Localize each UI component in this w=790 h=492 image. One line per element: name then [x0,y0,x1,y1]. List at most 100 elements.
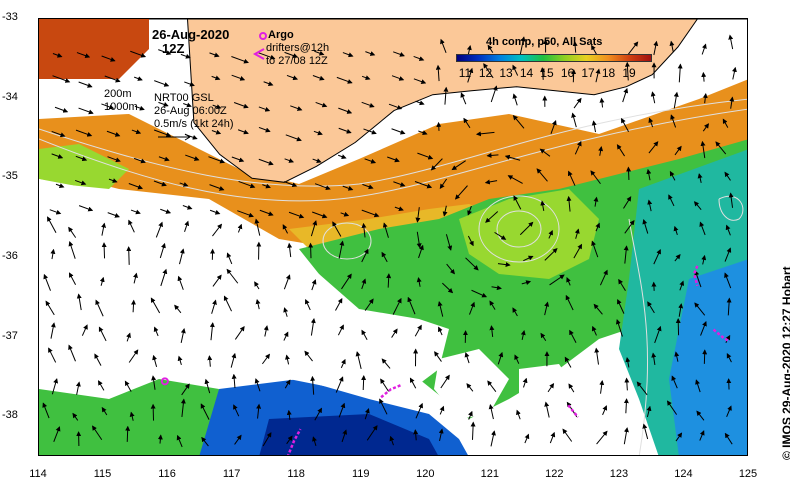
current-arrow [675,432,683,442]
current-arrow [549,431,556,444]
current-arrow [571,112,577,128]
colorbar-title: 4h comp, p50, All Sats [486,36,603,48]
current-arrow [519,221,534,236]
current-arrow [200,403,210,420]
current-arrow [282,224,288,234]
current-arrow [174,304,182,314]
current-arrow [678,303,684,317]
current-arrow [361,209,380,218]
current-arrow [438,428,444,442]
current-arrow [45,300,55,316]
current-arrow [363,128,377,135]
current-arrow [254,378,261,392]
current-arrow [101,406,108,416]
current-arrow [463,117,471,129]
current-arrow [107,156,121,163]
current-arrow [438,326,443,336]
current-arrow [646,405,652,418]
current-arrow [701,43,707,55]
current-arrow [550,119,557,134]
current-arrow [361,222,367,238]
current-arrow [724,272,732,289]
current-arrow [595,222,600,232]
current-arrow [124,380,132,392]
current-arrow [211,75,221,81]
colorbar-tick-label: 13 [499,66,513,80]
current-arrow [388,103,403,110]
current-arrow [599,379,605,394]
current-arrow [177,275,184,290]
current-arrow [43,273,51,291]
current-arrow [623,196,632,209]
current-arrow [536,168,548,182]
current-arrow [379,398,388,415]
y-tick-label: -33 [2,11,18,23]
current-arrow [591,325,597,336]
y-tick-label: -38 [2,409,18,422]
current-arrow [128,349,139,363]
current-arrow [231,156,245,163]
current-arrow [180,398,186,418]
current-arrow [286,74,299,81]
contour-200-label: 200m [104,88,132,100]
current-arrow [340,358,346,369]
current-arrow [599,269,608,286]
current-arrow [591,44,598,56]
current-arrow [78,81,93,88]
current-arrow [314,183,331,191]
current-arrow [435,64,441,82]
current-arrow [209,322,215,341]
current-arrow [415,207,421,223]
current-arrow [520,329,526,340]
current-arrow [602,405,608,416]
current-arrow [335,297,343,311]
current-arrow [595,68,601,83]
current-arrow [153,326,159,337]
current-arrow [445,234,453,251]
current-arrow [290,105,303,111]
current-arrow [674,351,680,362]
current-arrow [562,428,573,442]
current-arrow [51,378,59,395]
current-arrow [361,375,367,391]
current-arrow [653,40,659,56]
current-arrow [490,85,498,103]
current-arrow [489,300,496,310]
current-arrow [126,332,131,342]
current-arrow [464,352,470,364]
current-arrow [646,168,652,181]
current-arrow [413,429,419,441]
current-arrow [365,51,376,56]
current-arrow [234,325,245,340]
current-arrow [565,294,574,311]
current-arrow [261,353,271,365]
current-arrow [78,107,94,115]
current-arrow [340,211,350,217]
current-arrow [699,430,705,441]
colorbar-tick-label: 16 [560,66,575,80]
current-arrow [722,118,729,128]
current-arrow [258,126,271,133]
current-arrow [234,434,242,445]
current-arrow [694,302,706,316]
current-arrow [636,381,648,396]
current-arrow [540,67,546,80]
current-arrow [696,410,705,421]
current-arrow [593,303,603,315]
current-arrow [151,375,157,390]
current-arrow [68,344,76,362]
drifter-track [380,384,401,399]
current-arrow [68,241,76,259]
current-arrow [54,106,69,113]
current-arrow [310,375,316,395]
y-tick-label: -35 [2,170,18,183]
current-arrow [259,209,274,216]
current-arrow [238,180,256,189]
current-arrow [49,209,62,215]
current-arrow [497,262,511,268]
current-arrow [209,184,225,191]
current-arrow [314,407,322,421]
current-arrow [728,34,734,50]
x-tick-label: 115 [93,468,112,480]
current-arrow [486,152,499,158]
